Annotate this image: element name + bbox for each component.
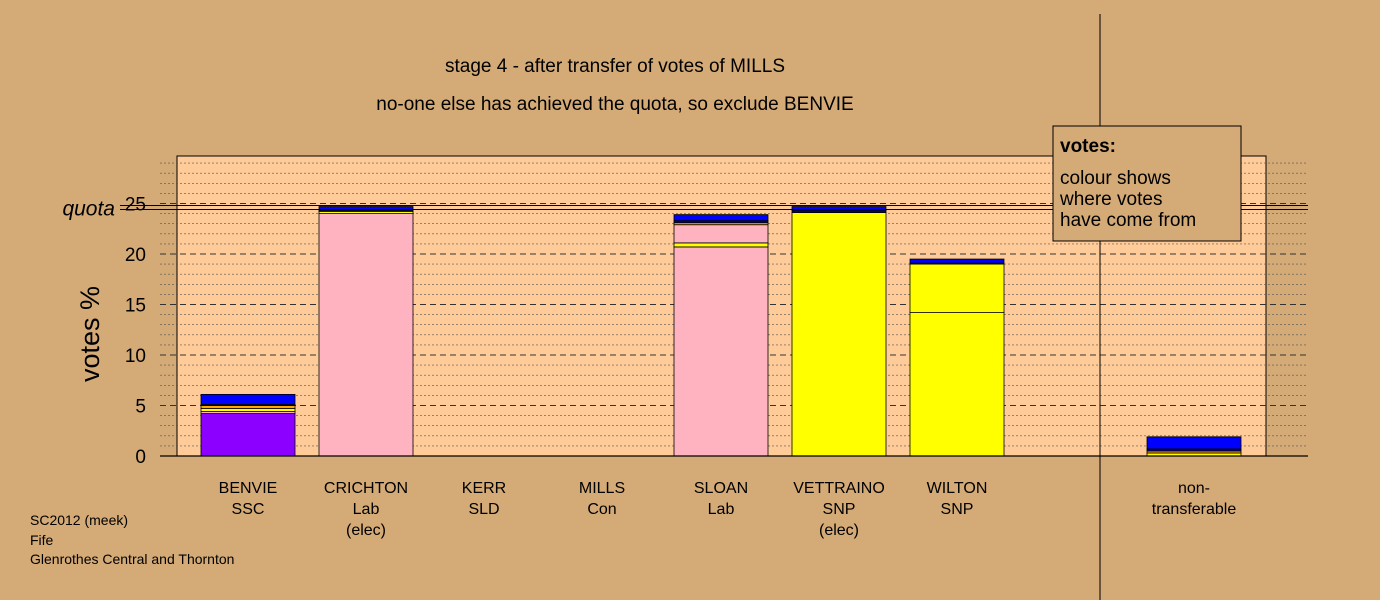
bar-segment: [673, 214, 769, 222]
x-category-label: Lab: [708, 501, 735, 518]
x-category-label: SNP: [941, 501, 974, 518]
x-category-label: SLD: [468, 501, 499, 518]
bar-segment: [200, 408, 296, 412]
x-category-label: SLOAN: [694, 480, 748, 497]
x-category-label: non-: [1178, 480, 1210, 497]
legend-line: where votes: [1059, 189, 1162, 210]
y-axis-ticks: 0 5 10 15 20 25: [125, 195, 146, 469]
bar-segment: [200, 393, 296, 405]
bar-segment: [673, 242, 769, 248]
x-category-label: Lab: [353, 501, 380, 518]
legend-heading: votes:: [1060, 136, 1116, 157]
legend-box: [1052, 125, 1242, 242]
y-axis-label: votes %: [75, 286, 105, 382]
bar-segment: [673, 246, 769, 457]
bar-segment: [200, 413, 296, 457]
y-tick-label: 25: [125, 195, 146, 216]
quota-label: quota: [62, 198, 115, 221]
chart-title: stage 4 - after transfer of votes of MIL…: [445, 56, 785, 77]
x-category-label: (elec): [346, 522, 386, 539]
x-category-label: SSC: [232, 501, 265, 518]
x-category-label: SNP: [823, 501, 856, 518]
footer-line: Fife: [30, 532, 54, 548]
legend-line: colour shows: [1060, 168, 1171, 189]
x-category-label: CRICHTON: [324, 480, 408, 497]
bar-segment: [791, 206, 887, 211]
x-category-label: KERR: [462, 480, 506, 497]
x-category-label: WILTON: [927, 480, 988, 497]
bar-segment: [909, 258, 1005, 264]
bar-segment: [318, 213, 414, 457]
footer-line: SC2012 (meek): [30, 512, 128, 528]
y-tick-label: 15: [125, 296, 146, 317]
x-category-label: BENVIE: [219, 480, 278, 497]
y-tick-label: 20: [125, 245, 146, 266]
footer: SC2012 (meek) Fife Glenrothes Central an…: [30, 512, 234, 567]
legend-line: have come from: [1060, 210, 1196, 231]
y-tick-label: 5: [135, 397, 146, 418]
x-category-label: (elec): [819, 522, 859, 539]
bar-segment: [200, 405, 296, 409]
bar-segment: [909, 312, 1005, 457]
x-category-label: VETTRAINO: [793, 480, 885, 497]
y-tick-label: 10: [125, 346, 146, 367]
x-category-label: MILLS: [579, 480, 625, 497]
y-tick-label: 0: [135, 447, 146, 468]
bar-segment: [1146, 436, 1242, 450]
x-axis-labels: BENVIE SSC CRICHTON Lab (elec) KERR SLD MILLS Co…: [219, 480, 1237, 539]
bar-segment: [791, 212, 887, 457]
chart-subtitle: no-one else has achieved the quota, so e…: [376, 94, 853, 115]
footer-line: Glenrothes Central and Thornton: [30, 551, 234, 567]
x-category-label: transferable: [1152, 501, 1237, 518]
bars: [200, 206, 1242, 457]
bar-segment: [909, 263, 1005, 313]
bar-segment: [673, 224, 769, 244]
legend: votes: colour shows where votes have com…: [1052, 125, 1242, 242]
x-category-label: Con: [587, 501, 616, 518]
